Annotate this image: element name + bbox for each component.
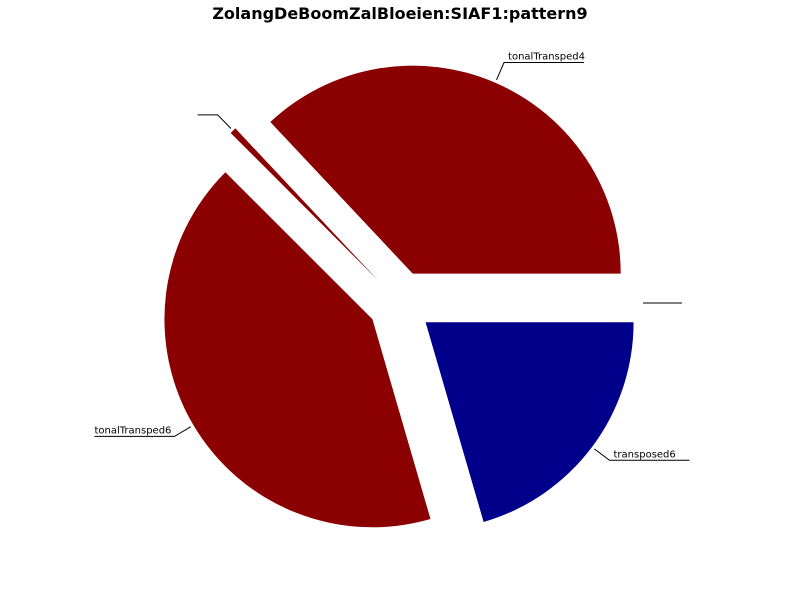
leader-line-3 (594, 448, 690, 461)
pie-labels: tonalTransped4 tonalTransped6 transposed6 (94, 52, 690, 461)
leader-line-2 (94, 426, 192, 437)
slice-label-tonaltransped4: tonalTransped4 (508, 52, 585, 63)
leader-line-0 (496, 62, 585, 81)
leader-line-1 (197, 114, 232, 129)
pie-slices (164, 65, 634, 528)
slice-label-tonaltransped6: tonalTransped6 (94, 425, 171, 436)
pie-slice-unlabeled-1 (230, 128, 378, 281)
slice-label-transposed6: transposed6 (614, 449, 676, 460)
pie-slice-tonaltransped4-0 (270, 65, 621, 274)
chart-title: ZolangDeBoomZalBloeien:SIAF1:pattern9 (212, 4, 588, 23)
pie-slice-tonaltransped6-2 (164, 172, 431, 528)
pie-slice-transposed6-3 (425, 322, 634, 522)
